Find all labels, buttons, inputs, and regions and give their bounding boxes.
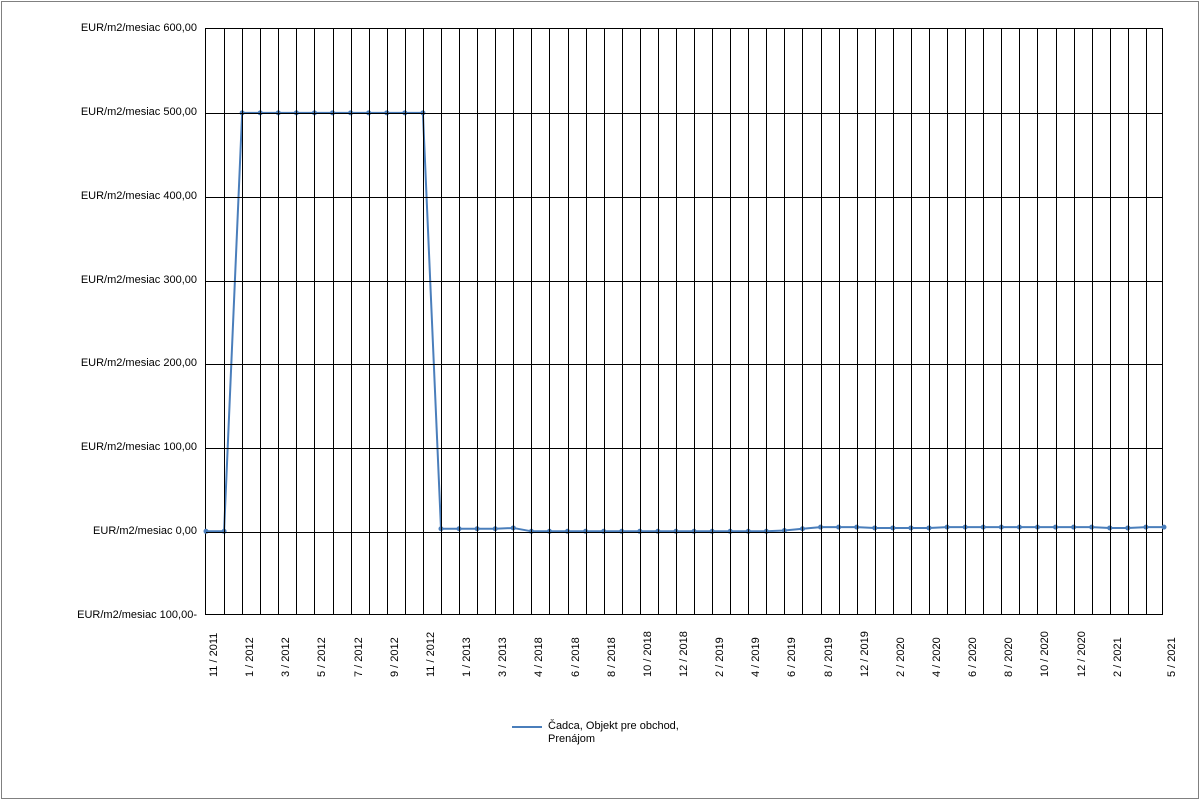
grid-line-vertical — [387, 29, 388, 614]
grid-line-vertical — [513, 29, 514, 614]
grid-line-vertical — [929, 29, 930, 614]
plot-area — [205, 28, 1163, 615]
x-axis-label: 4 / 2020 — [931, 637, 943, 677]
grid-line-vertical — [604, 29, 605, 614]
x-axis-label: 5 / 2012 — [316, 637, 328, 677]
x-axis-label: 12 / 2020 — [1076, 631, 1088, 677]
grid-line-vertical — [875, 29, 876, 614]
grid-line-vertical — [423, 29, 424, 614]
grid-line-vertical — [676, 29, 677, 614]
grid-line-vertical — [622, 29, 623, 614]
grid-line-vertical — [405, 29, 406, 614]
grid-line-vertical — [821, 29, 822, 614]
grid-line-vertical — [857, 29, 858, 614]
grid-line-vertical — [242, 29, 243, 614]
grid-line-vertical — [549, 29, 550, 614]
x-axis-label: 10 / 2018 — [642, 631, 654, 677]
grid-line-vertical — [296, 29, 297, 614]
grid-line-vertical — [314, 29, 315, 614]
x-axis-label: 11 / 2011 — [208, 633, 220, 677]
legend-swatch — [512, 726, 542, 728]
grid-line-vertical — [694, 29, 695, 614]
x-axis-label: 1 / 2012 — [244, 637, 256, 677]
grid-line-vertical — [441, 29, 442, 614]
grid-line-vertical — [586, 29, 587, 614]
grid-line-vertical — [459, 29, 460, 614]
grid-line-vertical — [477, 29, 478, 614]
grid-line-vertical — [351, 29, 352, 614]
grid-line-vertical — [1037, 29, 1038, 614]
grid-line-vertical — [965, 29, 966, 614]
grid-line-vertical — [278, 29, 279, 614]
grid-line-vertical — [748, 29, 749, 614]
x-axis-label: 5 / 2021 — [1166, 637, 1178, 677]
x-axis-label: 10 / 2020 — [1039, 631, 1051, 677]
grid-line-vertical — [1019, 29, 1020, 614]
grid-line-vertical — [1146, 29, 1147, 614]
x-axis-label: 8 / 2020 — [1003, 637, 1015, 677]
grid-line-vertical — [730, 29, 731, 614]
grid-line-vertical — [369, 29, 370, 614]
x-axis-label: 2 / 2021 — [1112, 637, 1124, 677]
legend: Čadca, Objekt pre obchod, Prenájom — [512, 720, 679, 746]
grid-line-vertical — [495, 29, 496, 614]
grid-line-vertical — [712, 29, 713, 614]
grid-line-vertical — [531, 29, 532, 614]
grid-line-vertical — [260, 29, 261, 614]
grid-line-vertical — [839, 29, 840, 614]
grid-line-vertical — [1001, 29, 1002, 614]
grid-line-vertical — [1128, 29, 1129, 614]
grid-line-vertical — [893, 29, 894, 614]
x-axis-label: 4 / 2019 — [750, 637, 762, 677]
grid-line-vertical — [640, 29, 641, 614]
x-axis-label: 8 / 2018 — [606, 637, 618, 677]
x-axis-label: 2 / 2019 — [714, 637, 726, 677]
grid-line-vertical — [1110, 29, 1111, 614]
grid-line-vertical — [947, 29, 948, 614]
grid-line-vertical — [766, 29, 767, 614]
x-axis-label: 3 / 2012 — [280, 637, 292, 677]
grid-line-vertical — [802, 29, 803, 614]
grid-line-vertical — [1074, 29, 1075, 614]
x-axis-label: 2 / 2020 — [895, 637, 907, 677]
grid-line-vertical — [333, 29, 334, 614]
legend-label: Čadca, Objekt pre obchod, Prenájom — [548, 720, 679, 746]
x-axis-label: 12 / 2018 — [678, 631, 690, 677]
grid-line-vertical — [224, 29, 225, 614]
x-axis-label: 12 / 2019 — [859, 631, 871, 677]
series-marker — [1162, 525, 1167, 530]
grid-line-vertical — [1056, 29, 1057, 614]
x-axis-label: 9 / 2012 — [389, 637, 401, 677]
x-axis-label: 11 / 2012 — [425, 632, 437, 677]
x-axis-label: 8 / 2019 — [823, 637, 835, 677]
grid-line-vertical — [568, 29, 569, 614]
x-axis-label: 6 / 2019 — [786, 637, 798, 677]
grid-line-vertical — [658, 29, 659, 614]
grid-line-vertical — [1092, 29, 1093, 614]
grid-line-vertical — [911, 29, 912, 614]
x-axis-label: 3 / 2013 — [497, 637, 509, 677]
grid-line-vertical — [983, 29, 984, 614]
x-axis-label: 6 / 2018 — [570, 637, 582, 677]
x-axis-label: 1 / 2013 — [461, 637, 473, 677]
x-axis-label: 7 / 2012 — [353, 637, 365, 677]
x-axis-label: 6 / 2020 — [967, 637, 979, 677]
x-axis-label: 4 / 2018 — [533, 637, 545, 677]
grid-line-vertical — [784, 29, 785, 614]
